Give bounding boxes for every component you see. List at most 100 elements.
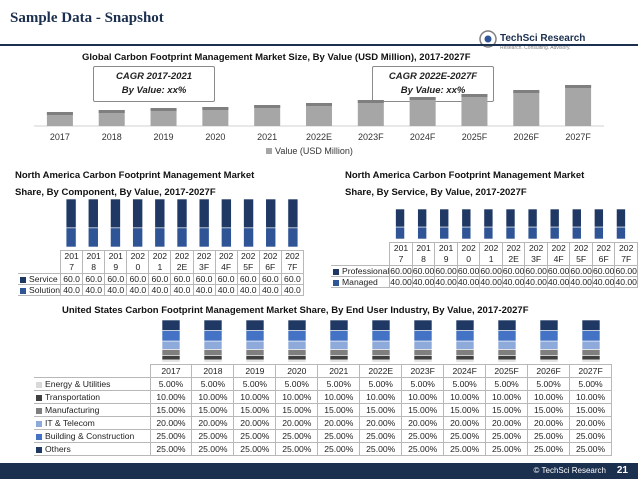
- tick-label-part: 7: [69, 262, 74, 272]
- table-column-header: 2024F: [443, 364, 487, 378]
- table-row: Manufacturing 15.00% 15.00% 15.00% 15.00% 15.…: [34, 403, 612, 417]
- legend-swatch: [333, 279, 339, 286]
- tick-label-part: 201: [416, 243, 431, 253]
- table-row: Others 25.00% 25.00% 25.00% 25.00% 25.00% 25.0…: [34, 442, 612, 456]
- data-label-cell: 25.00%: [485, 429, 529, 443]
- global-bar: [357, 100, 384, 126]
- enduser-bar-segment: [245, 359, 265, 363]
- header-rule: [0, 44, 638, 46]
- data-label-cell: 5.00%: [317, 377, 361, 391]
- tick-label-part: 202: [285, 251, 300, 261]
- legend-swatch: [36, 446, 42, 453]
- enduser-bar-segment: [539, 319, 559, 331]
- data-label-cell: 10.00%: [149, 390, 193, 404]
- tick-label-part: 2E: [176, 262, 188, 272]
- tick-label-part: 201: [438, 243, 454, 253]
- data-label-cell: 10.00%: [233, 390, 277, 404]
- techsci-logo: TechSci Research Research. Consulting. A…: [479, 30, 585, 51]
- enduser-bar-segment: [497, 349, 517, 356]
- data-label-cell: 25.00%: [317, 429, 361, 443]
- data-label-cell: 5.00%: [233, 377, 277, 391]
- data-label-cell: 40.0: [258, 284, 282, 296]
- enduser-bar-segment: [203, 355, 223, 361]
- global-bar: [254, 105, 281, 126]
- series-name: Others: [45, 444, 71, 454]
- data-label-cell: 15.00%: [443, 403, 487, 417]
- series-legend-cell: Others: [34, 442, 151, 456]
- enduser-bar-segment: [203, 319, 223, 331]
- global-bar: [565, 85, 592, 126]
- tick-label-part: 202: [174, 251, 190, 261]
- tick-label-part: 202: [461, 243, 476, 253]
- tick-label-part: 3F: [199, 262, 210, 272]
- enduser-bar-segment: [203, 349, 223, 356]
- enduser-bar-segment: [161, 355, 181, 361]
- tick-label-part: 9: [443, 254, 449, 264]
- data-label-cell: 40.00: [479, 276, 503, 288]
- data-label-cell: 25.00%: [359, 429, 403, 443]
- enduser-bar-segment: [161, 319, 181, 331]
- enduser-bar-segment: [245, 319, 265, 331]
- table-column-header: 2019: [233, 364, 277, 378]
- enduser-bar-segment: [413, 349, 433, 356]
- enduser-bar-segment: [287, 340, 307, 350]
- enduser-bar-segment: [371, 319, 391, 331]
- global-x-tick-label: 2021: [257, 132, 277, 142]
- data-label-cell: 15.00%: [317, 403, 361, 417]
- enduser-bar-segment: [245, 340, 265, 350]
- tick-label-part: 5F: [243, 262, 254, 272]
- component-chart-title-line2: Share, By Component, By Value, 2017-2027…: [15, 187, 216, 198]
- tick-label-part: 202: [241, 251, 256, 261]
- series-legend-cell: Solution: [18, 284, 62, 296]
- enduser-bar-segment: [581, 330, 601, 342]
- tick-label-part: 202: [130, 251, 145, 261]
- component-chart-title-line1: North America Carbon Footprint Managemen…: [15, 170, 255, 181]
- data-label-cell: 25.00%: [317, 442, 361, 456]
- enduser-bar-segment: [329, 340, 349, 350]
- series-legend-cell: Managed: [331, 276, 391, 288]
- data-label-cell: 25.00%: [401, 429, 445, 443]
- data-label-cell: 10.00%: [191, 390, 235, 404]
- global-bar: [202, 107, 229, 126]
- data-label-cell: 40.0: [192, 284, 216, 296]
- data-label-cell: 15.00%: [569, 403, 612, 417]
- global-x-tick-label: 2018: [102, 132, 122, 142]
- data-label-cell: 40.00: [614, 276, 638, 288]
- service-data-table: 201 7 201 8 201 9 202 0 202 1 202 2E 202 3F 202 4F 202 5F…: [331, 242, 638, 288]
- data-label-cell: 15.00%: [233, 403, 277, 417]
- service-bar-segment: [439, 208, 450, 228]
- global-bar-cap: [202, 107, 229, 110]
- table-row: Energy & Utilities 5.00% 5.00% 5.00% 5.00% 5.…: [34, 377, 612, 391]
- data-label-cell: 25.00%: [527, 429, 571, 443]
- global-bar-cap: [565, 85, 592, 88]
- tick-label-part: 8: [421, 254, 426, 264]
- data-label-cell: 25.00%: [569, 442, 612, 456]
- legend-swatch: [36, 407, 42, 414]
- enduser-bar-segment: [245, 330, 265, 342]
- enduser-bar-segment: [581, 319, 601, 331]
- data-label-cell: 10.00%: [443, 390, 487, 404]
- tick-label-part: 202: [152, 251, 168, 261]
- data-label-cell: 15.00%: [275, 403, 319, 417]
- table-column-header: 2023F: [401, 364, 445, 378]
- data-label-cell: 40.00: [524, 276, 548, 288]
- data-label-cell: 40.0: [148, 284, 172, 296]
- data-label-cell: 25.00%: [527, 442, 571, 456]
- data-label-cell: 5.00%: [485, 377, 529, 391]
- enduser-bar-segment: [539, 349, 559, 356]
- data-label-cell: 60.00: [614, 265, 638, 277]
- enduser-data-table: 2017 2018 2019 2020 2021 2022E 2023F 2024F 2025F…: [34, 364, 612, 456]
- service-chart-title-line2: Share, By Service, By Value, 2017-2027F: [345, 187, 527, 198]
- enduser-bar-segment: [371, 349, 391, 356]
- tick-label-part: 1: [488, 254, 494, 264]
- tick-label-part: 202: [528, 243, 544, 253]
- enduser-bar-segment: [287, 355, 307, 361]
- tick-label-part: 202: [263, 251, 278, 261]
- enduser-bar-segment: [371, 340, 391, 350]
- enduser-bar-segment: [329, 319, 349, 331]
- enduser-bar-segment: [455, 359, 475, 363]
